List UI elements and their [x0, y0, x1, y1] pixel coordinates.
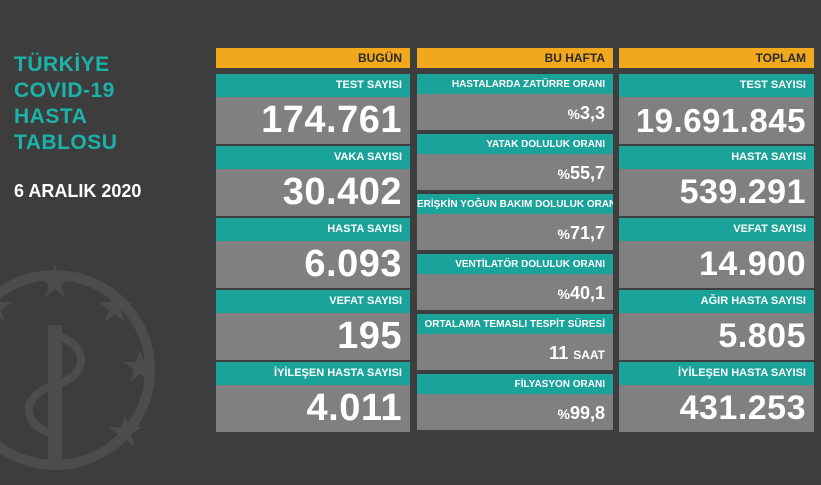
week-card-filiation: FİLYASYON ORANI %99,8: [417, 374, 613, 430]
week-header: BU HAFTA: [417, 48, 613, 68]
week-number-pneumonia: 3,3: [579, 103, 605, 123]
today-label-patients: HASTA SAYISI: [216, 218, 410, 241]
today-card-recovered: İYİLEŞEN HASTA SAYISI 4.011: [216, 362, 410, 432]
total-label-recovered: İYİLEŞEN HASTA SAYISI: [619, 362, 814, 385]
today-value-deaths: 195: [216, 313, 410, 360]
week-number-contact-time: 11: [549, 343, 569, 363]
week-label-bed: YATAK DOLULUK ORANI: [417, 134, 613, 154]
week-card-ventilator: VENTİLATÖR DOLULUK ORANI %40,1: [417, 254, 613, 310]
title-line-2: COVID-19: [14, 79, 115, 102]
week-card-contact-time: ORTALAMA TEMASLI TESPİT SÜRESİ 11 SAAT: [417, 314, 613, 370]
week-number-bed: 55,7: [569, 163, 605, 183]
title-line-4: TABLOSU: [14, 131, 118, 154]
week-card-pneumonia: HASTALARDA ZATÜRRE ORANI %3,3: [417, 74, 613, 130]
week-prefix-ventilator: %: [557, 286, 570, 302]
total-card-deaths: VEFAT SAYISI 14.900: [619, 218, 814, 288]
today-card-deaths: VEFAT SAYISI 195: [216, 290, 410, 360]
week-number-filiation: 99,8: [569, 403, 605, 423]
total-value-recovered: 431.253: [619, 385, 814, 432]
week-value-contact-time: 11 SAAT: [417, 334, 613, 370]
total-card-critical: AĞIR HASTA SAYISI 5.805: [619, 290, 814, 360]
total-label-critical: AĞIR HASTA SAYISI: [619, 290, 814, 313]
week-column: BU HAFTA HASTALARDA ZATÜRRE ORANI %3,3 Y…: [417, 48, 613, 432]
week-label-icu: ERİŞKİN YOĞUN BAKIM DOLULUK ORANI: [417, 194, 613, 214]
total-card-patients: HASTA SAYISI 539.291: [619, 146, 814, 216]
total-header: TOPLAM: [619, 48, 814, 68]
today-card-cases: VAKA SAYISI 30.402: [216, 146, 410, 216]
today-value-test: 174.761: [216, 97, 410, 144]
week-unit-contact-time: SAAT: [573, 348, 605, 362]
week-value-pneumonia: %3,3: [417, 94, 613, 130]
week-prefix-filiation: %: [557, 406, 570, 422]
today-label-test: TEST SAYISI: [216, 74, 410, 97]
total-label-deaths: VEFAT SAYISI: [619, 218, 814, 241]
week-card-icu: ERİŞKİN YOĞUN BAKIM DOLULUK ORANI %71,7: [417, 194, 613, 250]
today-label-recovered: İYİLEŞEN HASTA SAYISI: [216, 362, 410, 385]
page-title: TÜRKİYE COVID-19 HASTA TABLOSU: [14, 52, 117, 156]
week-label-pneumonia: HASTALARDA ZATÜRRE ORANI: [417, 74, 613, 94]
week-label-contact-time: ORTALAMA TEMASLI TESPİT SÜRESİ: [417, 314, 613, 334]
today-value-patients: 6.093: [216, 241, 410, 288]
week-label-filiation: FİLYASYON ORANI: [417, 374, 613, 394]
total-card-recovered: İYİLEŞEN HASTA SAYISI 431.253: [619, 362, 814, 432]
today-value-recovered: 4.011: [216, 385, 410, 432]
week-number-icu: 71,7: [569, 223, 605, 243]
today-card-test: TEST SAYISI 174.761: [216, 74, 410, 144]
today-card-patients: HASTA SAYISI 6.093: [216, 218, 410, 288]
today-column: BUGÜN TEST SAYISI 174.761 VAKA SAYISI 30…: [216, 48, 410, 432]
total-value-test: 19.691.845: [619, 97, 814, 144]
report-date: 6 ARALIK 2020: [14, 181, 142, 201]
week-prefix-pneumonia: %: [567, 106, 580, 122]
week-number-ventilator: 40,1: [569, 283, 605, 303]
total-value-patients: 539.291: [619, 169, 814, 216]
total-value-critical: 5.805: [619, 313, 814, 360]
total-card-test: TEST SAYISI 19.691.845: [619, 74, 814, 144]
total-label-test: TEST SAYISI: [619, 74, 814, 97]
week-prefix-bed: %: [557, 166, 570, 182]
week-prefix-icu: %: [557, 226, 570, 242]
week-value-bed: %55,7: [417, 154, 613, 190]
total-label-patients: HASTA SAYISI: [619, 146, 814, 169]
today-label-deaths: VEFAT SAYISI: [216, 290, 410, 313]
week-value-ventilator: %40,1: [417, 274, 613, 310]
week-value-icu: %71,7: [417, 214, 613, 250]
today-value-cases: 30.402: [216, 169, 410, 216]
week-value-filiation: %99,8: [417, 394, 613, 430]
total-column: TOPLAM TEST SAYISI 19.691.845 HASTA SAYI…: [619, 48, 814, 432]
ministry-emblem-icon: [0, 265, 157, 470]
today-header: BUGÜN: [216, 48, 410, 68]
total-value-deaths: 14.900: [619, 241, 814, 288]
today-label-cases: VAKA SAYISI: [216, 146, 410, 169]
title-line-3: HASTA: [14, 105, 88, 128]
title-line-1: TÜRKİYE: [14, 53, 110, 76]
week-card-bed: YATAK DOLULUK ORANI %55,7: [417, 134, 613, 190]
week-label-ventilator: VENTİLATÖR DOLULUK ORANI: [417, 254, 613, 274]
